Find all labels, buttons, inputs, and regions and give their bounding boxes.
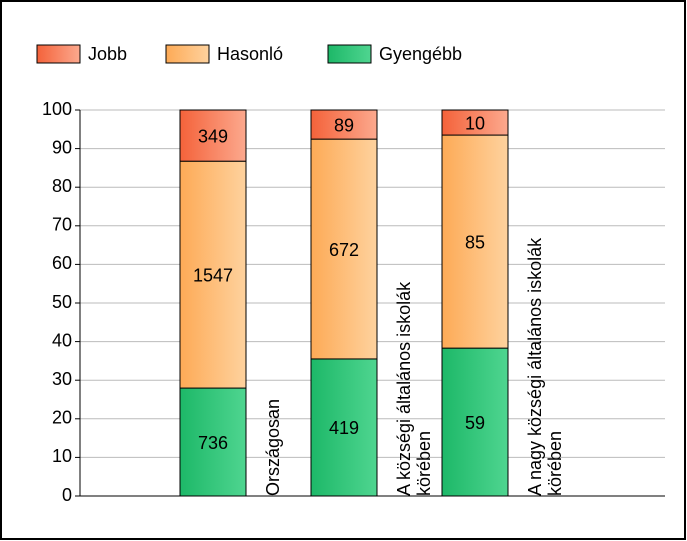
data-label: 736 — [198, 433, 228, 453]
bar-segment — [441, 134, 509, 349]
x-tick-label: A községi általános iskolák körében — [394, 281, 434, 496]
y-tick-label: 80 — [52, 176, 72, 196]
y-tick-label: 30 — [52, 369, 72, 389]
y-tick-label: 100 — [42, 99, 72, 119]
y-tick-label: 90 — [52, 137, 72, 157]
y-tick-label: 0 — [62, 485, 72, 505]
y-tick-label: 60 — [52, 253, 72, 273]
y-tick-label: 70 — [52, 215, 72, 235]
data-label: 85 — [465, 232, 485, 252]
data-label: 10 — [465, 113, 485, 133]
legend-label: Gyengébb — [379, 44, 462, 64]
y-tick-label: 40 — [52, 330, 72, 350]
x-tick-label: A nagy községi általános iskolák körében — [525, 237, 565, 496]
bar-segment — [179, 387, 247, 497]
legend-label: Jobb — [88, 44, 127, 64]
legend-swatch — [165, 44, 210, 64]
legend-swatch — [327, 44, 372, 64]
data-label: 1547 — [193, 265, 233, 285]
y-tick-label: 10 — [52, 446, 72, 466]
bar-segment — [310, 138, 378, 360]
y-tick-label: 20 — [52, 408, 72, 428]
x-tick-label: Országosan — [263, 398, 283, 496]
data-label: 59 — [465, 413, 485, 433]
data-label: 349 — [198, 126, 228, 146]
bar-segment — [441, 347, 509, 497]
legend-swatch — [36, 44, 81, 64]
y-tick-label: 50 — [52, 292, 72, 312]
data-label: 419 — [329, 418, 359, 438]
data-label: 672 — [329, 240, 359, 260]
bar-segment — [310, 109, 378, 140]
data-label: 89 — [334, 115, 354, 135]
bar-segment — [310, 358, 378, 497]
legend-label: Hasonló — [217, 44, 283, 64]
bar-segment — [179, 109, 247, 162]
bar-segment — [441, 109, 509, 136]
